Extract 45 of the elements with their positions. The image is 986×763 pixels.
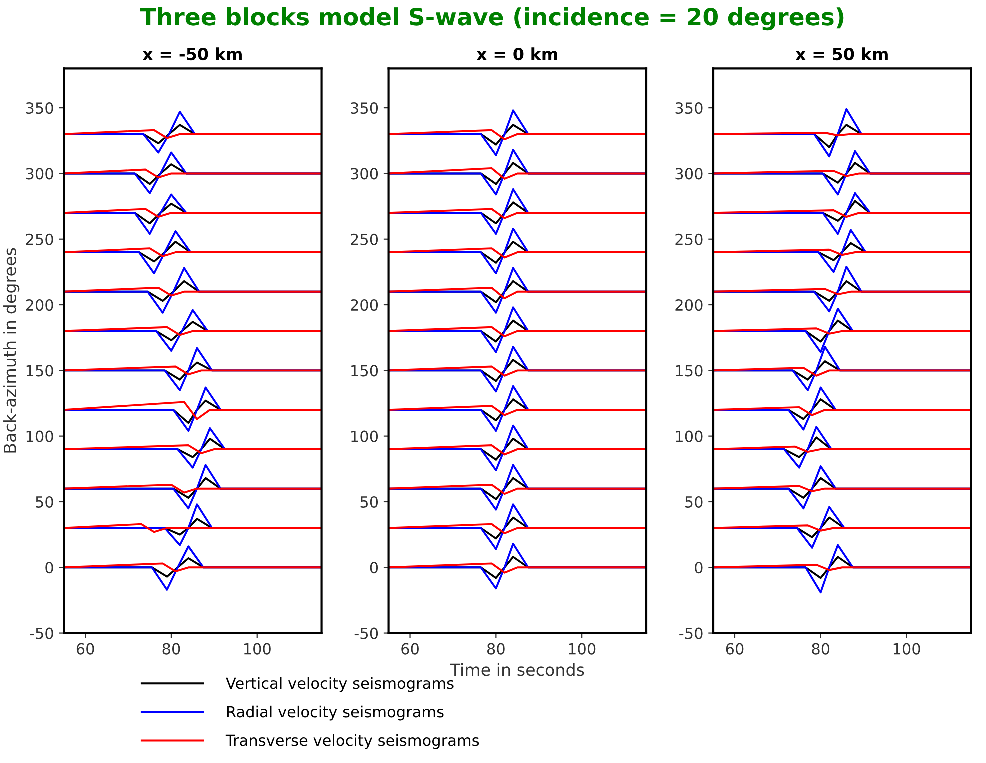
chart-title: x = -50 km: [142, 48, 242, 61]
y-tick-label: 350: [351, 102, 378, 114]
y-tick-label: 300: [26, 168, 54, 180]
y-tick-label: 350: [26, 102, 54, 114]
y-tick-label: 100: [676, 430, 703, 442]
x-tick-label: 100: [244, 643, 271, 655]
y-axis-title: Back-azimuth in degrees: [4, 248, 20, 453]
chart-title: x = 50 km: [796, 48, 888, 61]
text: Three blocks model S-wave (incidence = 20 degrees): [140, 8, 844, 31]
y-tick-label: 0: [695, 562, 703, 574]
x-tick-label: 100: [894, 643, 920, 655]
chart-title: x = 0 km: [476, 48, 558, 61]
y-tick-label: -50: [30, 628, 54, 640]
y-tick-label: 250: [26, 234, 54, 246]
y-tick-label: 200: [26, 299, 54, 312]
y-tick-label: -50: [354, 628, 378, 640]
x-tick-label: 80: [487, 643, 505, 655]
x-axis-title: Time in seconds: [450, 663, 584, 676]
y-tick-label: 50: [360, 496, 378, 508]
y-tick-label: 150: [26, 365, 54, 377]
y-tick-label: 250: [676, 234, 703, 246]
y-tick-label: 100: [26, 430, 54, 442]
y-tick-label: 50: [686, 496, 703, 508]
y-tick-label: 0: [46, 562, 54, 574]
y-tick-label: 200: [676, 299, 703, 312]
y-tick-label: 300: [351, 168, 378, 180]
y-tick-label: 300: [676, 168, 703, 180]
y-tick-label: 150: [676, 365, 703, 377]
y-tick-label: 100: [352, 430, 378, 442]
y-tick-label: 50: [36, 496, 54, 508]
y-tick-label: 150: [352, 365, 378, 377]
y-tick-label: 250: [351, 234, 378, 246]
legend-label: Radial velocity seismograms: [227, 706, 444, 721]
y-tick-label: 200: [351, 299, 378, 312]
y-tick-label: 0: [370, 562, 378, 574]
x-tick-label: 60: [726, 643, 744, 655]
x-tick-label: 60: [402, 643, 419, 655]
y-tick-label: 350: [676, 102, 703, 114]
legend-label: Transverse velocity seismograms: [226, 734, 480, 750]
x-tick-label: 80: [812, 643, 830, 655]
legend-label: Vertical velocity seismograms: [226, 677, 454, 692]
x-tick-label: 80: [162, 643, 180, 655]
x-tick-label: 60: [76, 643, 94, 655]
x-tick-label: 100: [569, 643, 596, 655]
y-tick-label: -50: [680, 628, 703, 640]
